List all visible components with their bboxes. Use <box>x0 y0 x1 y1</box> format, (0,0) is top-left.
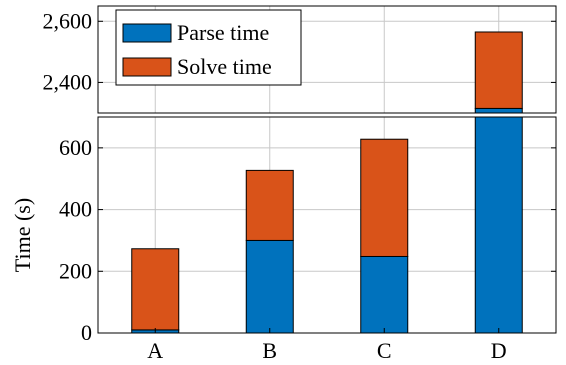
legend-swatch-parse <box>122 23 172 43</box>
x-tick-label-a: A <box>147 338 163 363</box>
legend-label-solve: Solve time <box>177 54 272 79</box>
upper-panel-frame <box>97 5 557 114</box>
y-axis-label: Time (s) <box>10 198 35 272</box>
bar-parse-d-lower <box>474 117 523 333</box>
bar-parse-d-upper <box>474 107 523 113</box>
plot-frame <box>97 5 557 334</box>
bar-parse-b-lower <box>245 239 294 333</box>
bar-solve-d-upper <box>474 31 523 109</box>
lower-panel-frame <box>97 116 557 334</box>
bar-parse-c-lower <box>360 255 409 333</box>
bar-solve-b-lower <box>245 169 294 241</box>
y-tick-label-lower: 0 <box>81 320 92 345</box>
legend: Parse time Solve time <box>115 9 302 86</box>
x-tick-label-b: B <box>262 338 277 363</box>
y-tick-label-lower: 200 <box>59 258 92 283</box>
bar-solve-c-lower <box>360 138 409 257</box>
x-tick-label-d: D <box>491 338 507 363</box>
legend-label-parse: Parse time <box>177 20 269 45</box>
y-tick-label-lower: 400 <box>59 197 92 222</box>
y-tick-label-upper: 2,400 <box>43 69 93 94</box>
bars <box>131 31 523 333</box>
legend-swatch-solve <box>122 57 172 77</box>
bar-solve-a-lower <box>131 248 180 331</box>
y-tick-label-lower: 600 <box>59 135 92 160</box>
tick-labels: 0 200 400 600 2,400 2,600 A B C D <box>43 8 556 363</box>
y-tick-label-upper: 2,600 <box>43 8 93 33</box>
x-tick-label-c: C <box>377 338 392 363</box>
